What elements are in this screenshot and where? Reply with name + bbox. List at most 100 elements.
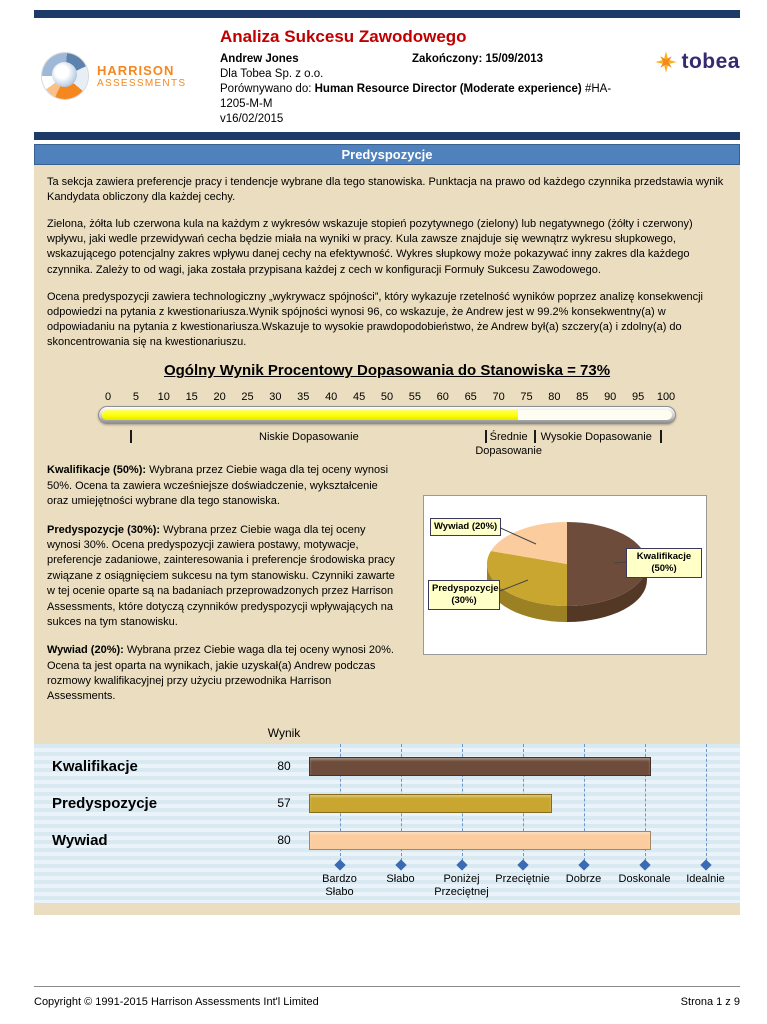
zone-mid-line2: Dopasowanie [475,444,542,457]
scale-tick: 75 [520,391,533,404]
bar-row-label: Kwalifikacje [52,757,138,775]
diamond-marker [638,859,651,871]
pie-side-kwalifikacje [567,564,647,623]
company-line: Dla Tobea Sp. z o.o. [220,67,324,80]
compared-job-title: Human Resource Director (Moderate experi… [314,82,582,95]
weight-wywiad-title: Wywiad (20%): [47,644,124,657]
zone-separator [533,430,536,444]
scale-tick: 85 [576,391,589,404]
bar [309,793,553,813]
bar-row-label: Wywiad [52,831,108,849]
diamond-marker [699,859,712,871]
bar-track [309,830,736,850]
scale-tick: 70 [492,391,505,404]
diamond-marker [333,859,346,871]
zone-mid-line1: Średnie [489,431,528,444]
bar-chart-value-header: Wynik [267,725,301,740]
bar-track [309,793,736,813]
thermometer-zones: Niskie Dopasowanie Średnie Dopasowanie Wy… [108,429,666,463]
tobea-logo-text: tobea [681,50,740,73]
bar [309,756,651,776]
bar-chart: Kwalifikacje 80 Predyspozycje 57 Wywiad … [34,743,740,903]
callout-line-kwalifikacje [613,561,627,564]
scale-tick: 35 [297,391,310,404]
intro-paragraph-3: Ocena predyspozycji zawiera technologicz… [47,290,703,349]
thermometer-tube [98,406,676,425]
harrison-logo-text: HARRISON ASSESSMENTS [97,63,186,89]
report-page: HARRISON ASSESSMENTS Analiza Sukcesu Zaw… [34,0,740,1024]
candidate-name: Andrew Jones [220,53,299,65]
axis-category-label: Dobrze [565,872,602,885]
weight-kwalifikacje-text: Wybrana przez Ciebie waga dla tej oceny … [47,464,389,508]
diamond-marker [394,859,407,871]
weight-predyspozycje: Predyspozycje (30%): Wybrana przez Ciebi… [47,523,399,631]
diamond-marker [577,859,590,871]
scale-tick: 20 [213,391,226,404]
weight-predyspozycje-text: Wybrana przez Ciebie waga dla tej oceny … [47,523,395,628]
report-title: Analiza Sukcesu Zawodowego [220,27,467,46]
intro-paragraph-2: Zielona, żółta lub czerwona kula na każd… [47,218,693,276]
zone-mid-label: Średnie Dopasowanie [475,431,542,457]
thermometer-scale: 0 5 10 15 20 25 30 35 40 45 50 55 60 65 70 75 80 85 90 95 10… [105,391,675,406]
compared-code: #HA-1205-M-M [220,82,612,110]
thermometer-track [102,410,672,421]
zone-high-label: Wysokie Dopasowanie [540,431,652,444]
weight-predyspozycje-title: Predyspozycje (30%): [47,523,161,536]
scale-tick: 90 [604,391,617,404]
bar-track [309,756,736,776]
candidate-line: Andrew Jones Zakończony: 15/09/2013 [220,52,628,67]
zone-separator [484,430,487,444]
scale-tick: 45 [352,391,366,404]
callout-line-wywiad [495,525,537,545]
report-header: HARRISON ASSESSMENTS Analiza Sukcesu Zaw… [34,18,740,132]
scale-tick: 80 [548,391,561,404]
scale-tick: 25 [241,391,254,404]
weights-and-pie: Kwalifikacje (50%): Wybrana przez Ciebie… [34,463,740,717]
overall-match-heading: Ogólny Wynik Procentowy Dopasowania do S… [163,362,611,380]
weight-kwalifikacje-title: Kwalifikacje (50%): [47,464,147,477]
gridline [583,743,585,861]
axis-category-label: Idealnie [686,872,725,885]
gridline [705,743,707,861]
scale-tick: 100 [656,391,676,404]
intro-paragraph-1: Ta sekcja zawiera preferencje pracy i te… [47,175,724,203]
version-line: v16/02/2015 [220,112,284,125]
scale-tick: 55 [408,391,422,404]
weight-kwalifikacje: Kwalifikacje (50%): Wybrana przez Ciebie… [47,463,399,509]
diamond-marker [455,859,468,871]
bar-row-value: 80 [277,833,291,848]
thermometer-fill [102,410,519,421]
bar-row: Wywiad 80 [34,822,740,859]
pie-slice-predyspozycje [486,551,567,607]
compared-line: Porównywano do: Human Resource Director … [220,82,628,112]
copyright-text: Copyright © 1991-2015 Harrison Assessmen… [34,996,319,1008]
pie-label-wywiad: Wywiad (20%) [430,518,502,537]
tobea-star-icon [655,51,678,73]
pie-slice-kwalifikacje [567,522,647,607]
axis-labels: Bardzo Słabo Słabo Poniżej Przeciętnej Przeci… [309,871,736,901]
thermometer-gauge: 0 5 10 15 20 25 30 35 40 45 50 55 60 65 70 75 80 85 90 95 10… [98,391,676,463]
pie-side-predyspozycje [487,564,567,623]
scale-tick: 50 [380,391,394,404]
pie-chart-panel: Wywiad (20%) Kwalifikacje (50%) Predyspo… [423,495,707,656]
scale-tick: 15 [185,391,198,404]
scale-tick: 60 [436,391,449,404]
bar [309,830,651,850]
pie-chart [486,522,647,623]
content-area: Predyspozycje Ta sekcja zawiera preferen… [34,143,740,915]
tobea-logo: tobea [628,47,740,77]
axis-category-label: Doskonale [618,872,671,885]
bar-row-label: Predyspozycje [52,794,158,812]
axis-category-label: Bardzo Słabo [322,872,357,899]
bar-row-value: 80 [277,759,291,774]
pie-label-kwalifikacje: Kwalifikacje (50%) [626,548,702,579]
bar-row-value: 57 [277,796,291,811]
scale-tick: 5 [132,391,139,404]
scale-tick: 65 [464,391,477,404]
scale-tick: 10 [157,391,170,404]
scale-tick: 40 [325,391,338,404]
harrison-logo: HARRISON ASSESSMENTS [34,25,220,127]
weight-wywiad: Wywiad (20%): Wybrana przez Ciebie waga … [47,643,399,705]
intro-text: Ta sekcja zawiera preferencje pracy i te… [34,165,740,351]
zone-low-label: Niskie Dopasowanie [259,431,359,444]
